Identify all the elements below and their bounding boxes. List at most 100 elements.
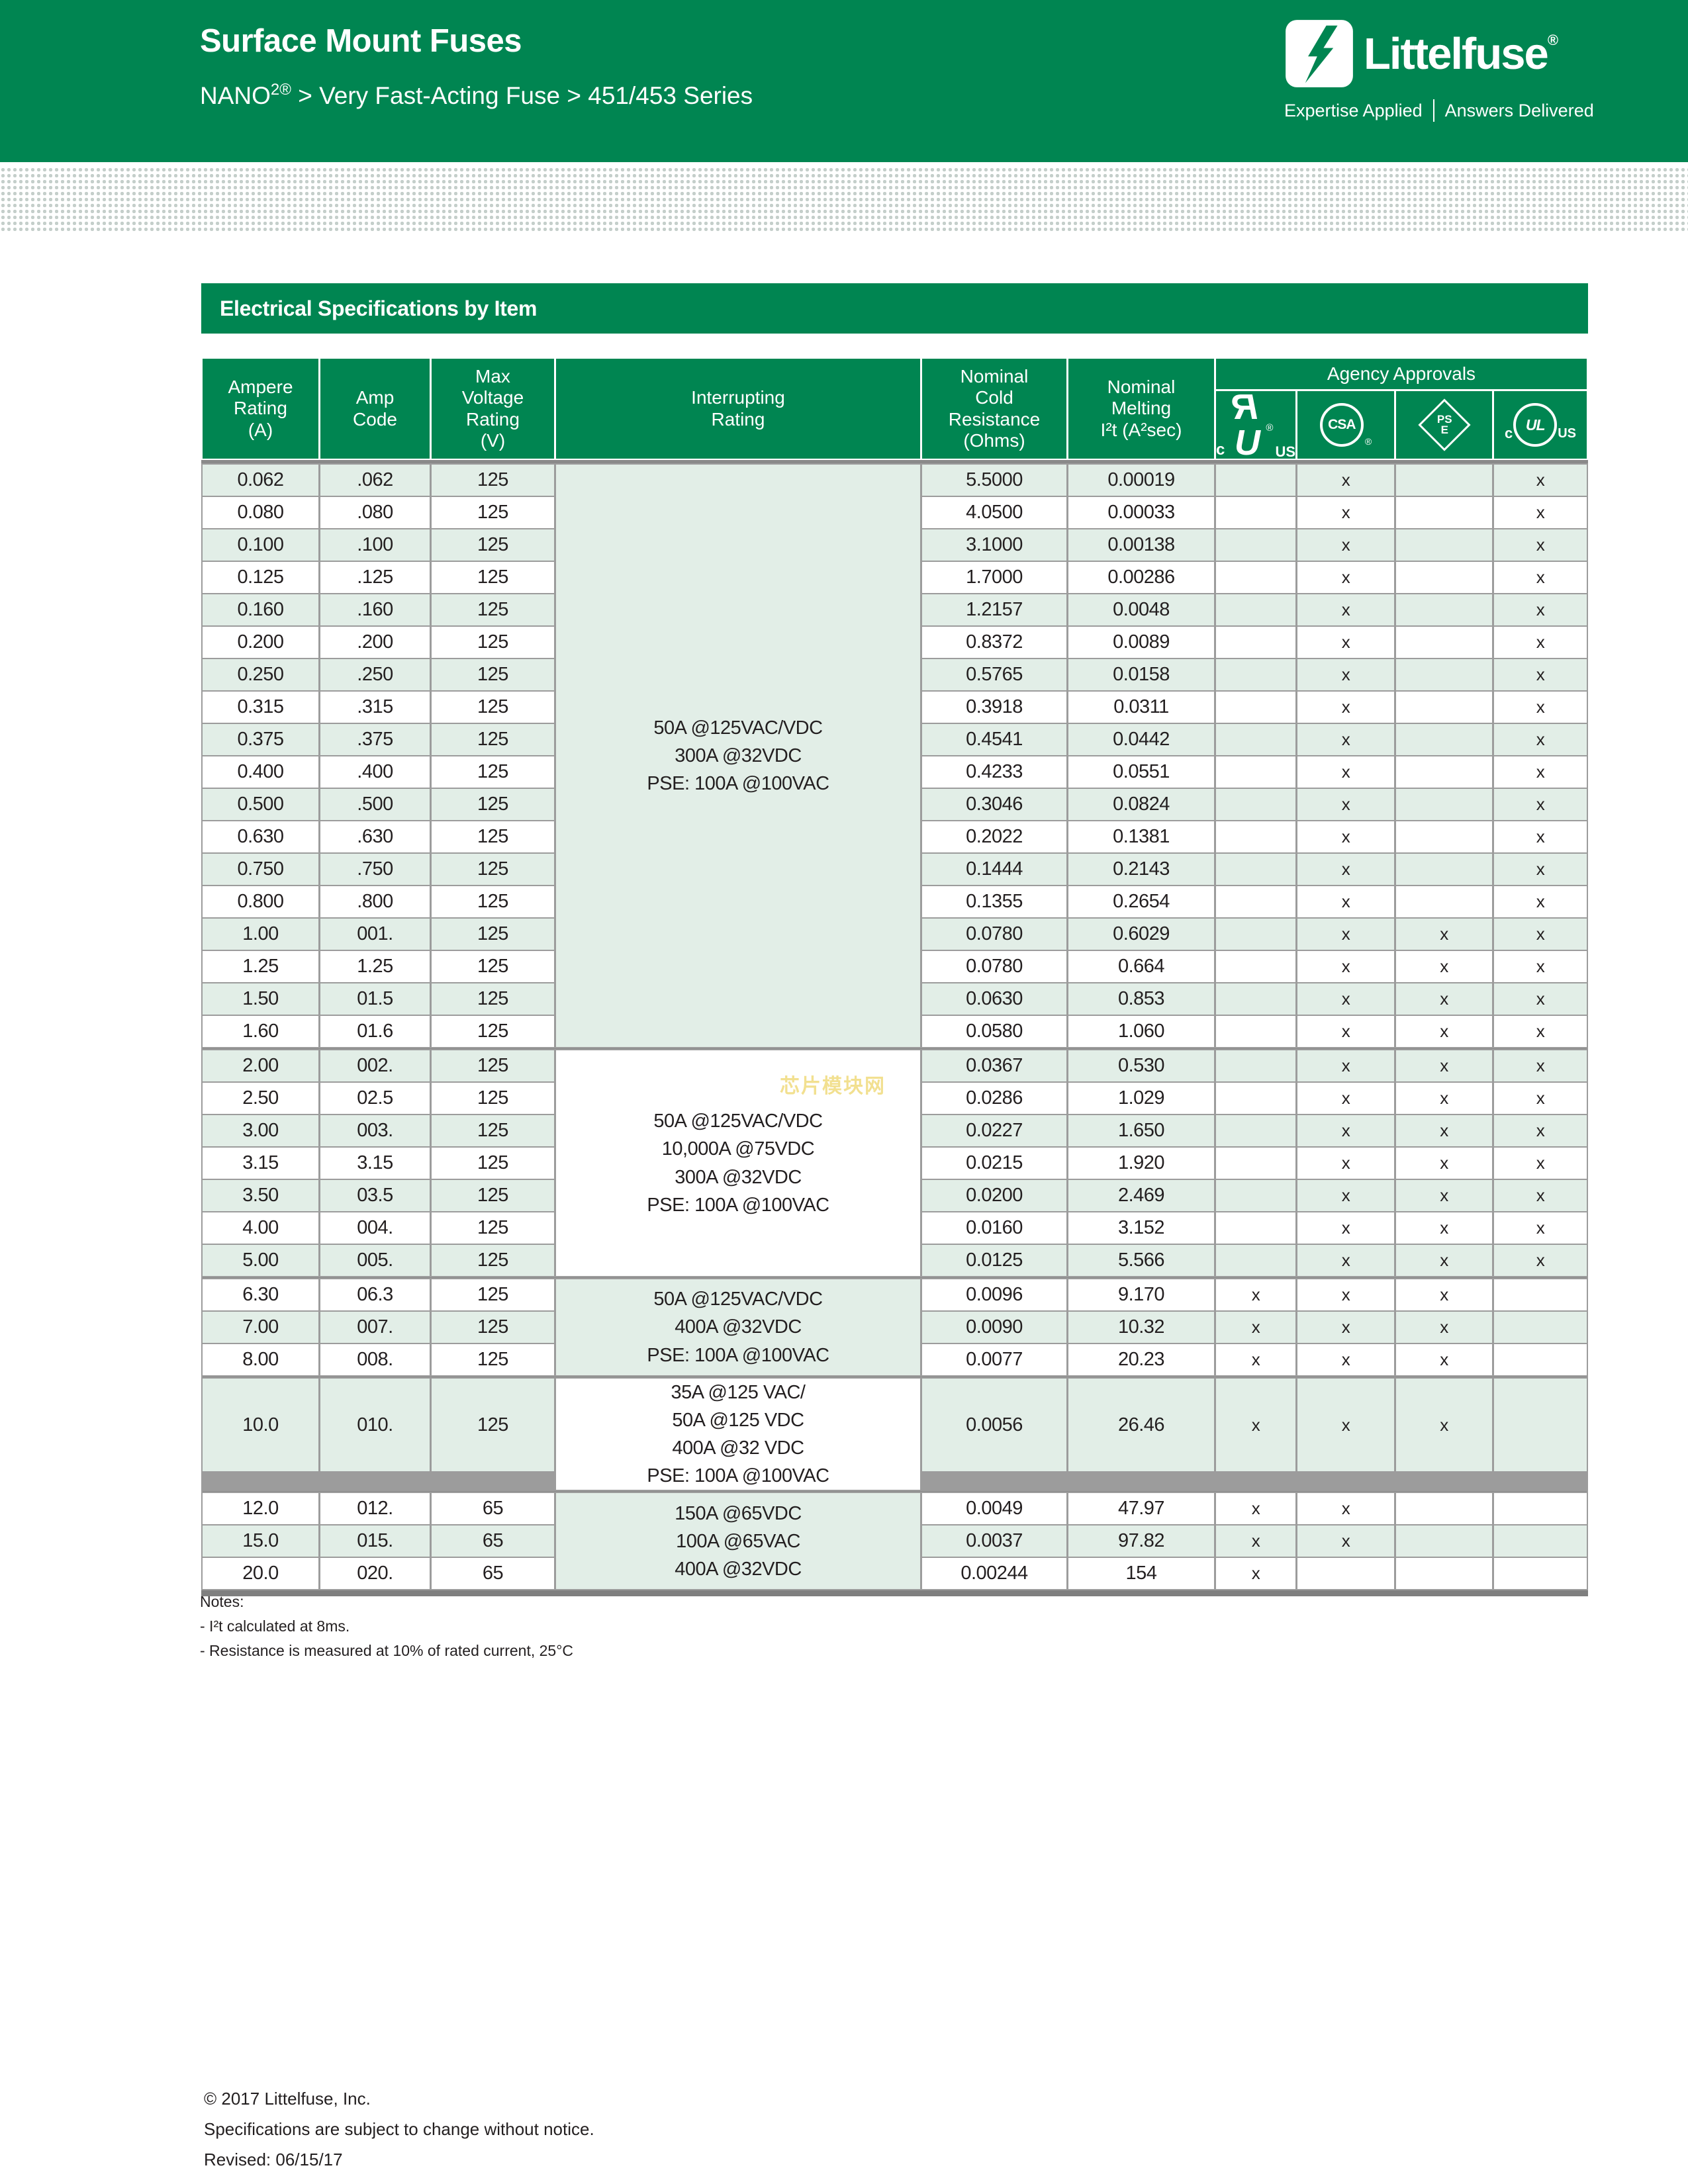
i2t-cell: 9.170 [1068,1279,1214,1310]
resistance-cell: 0.0125 [922,1245,1066,1276]
i2t-cell: 0.0824 [1068,789,1214,820]
approval-cell: x [1494,983,1587,1015]
resistance-cell: 1.7000 [922,562,1066,593]
i2t-cell: 0.00286 [1068,562,1214,593]
interrupting-cell: 50A @125VAC/VDC 300A @32VDC PSE: 100A @1… [556,465,920,1047]
ampere-cell: 0.100 [203,529,318,561]
i2t-cell: 0.664 [1068,951,1214,982]
approval-cell: x [1297,529,1394,561]
resistance-cell: 0.00244 [922,1558,1066,1590]
approval-cell [1396,756,1492,788]
i2t-cell: 3.152 [1068,1212,1214,1244]
approval-cell: x [1297,627,1394,658]
approval-cell: x [1396,1180,1492,1211]
resistance-cell: 0.0780 [922,919,1066,950]
ampere-cell: 0.375 [203,724,318,755]
approval-cell [1216,919,1295,950]
approval-cell [1396,529,1492,561]
tagline-left: Expertise Applied [1284,100,1423,120]
voltage-cell: 125 [432,1379,554,1471]
approval-cell: x [1494,659,1587,690]
approval-cell: x [1297,1212,1394,1244]
approval-cell: x [1396,1279,1492,1310]
ampere-cell: 1.60 [203,1016,318,1047]
approval-cell: x [1494,854,1587,885]
approval-cell [1216,497,1295,528]
approval-cell: x [1396,1344,1492,1375]
ampere-cell: 0.250 [203,659,318,690]
approval-cell [1494,1344,1587,1375]
approval-cell: x [1396,951,1492,982]
approval-cell [1396,659,1492,690]
approval-cell [1396,562,1492,593]
ru-reg-label: ® [1266,422,1274,433]
amp-code-cell: .800 [320,886,430,917]
approval-cell [1216,724,1295,755]
approval-cell: x [1297,789,1394,820]
amp-code-cell: .200 [320,627,430,658]
csa-label: CSA [1328,416,1356,432]
ru-us-label: US [1275,443,1295,460]
approval-cell [1216,1212,1295,1244]
approval-cell: x [1216,1493,1295,1525]
group-separator [203,1277,1587,1278]
interrupting-cell: 150A @65VDC 100A @65VAC 400A @32VDC [556,1493,920,1590]
approval-cell [1494,1279,1587,1310]
resistance-cell: 0.0227 [922,1115,1066,1146]
voltage-cell: 125 [432,983,554,1015]
approval-cell: x [1297,983,1394,1015]
approval-cell [1396,1558,1492,1590]
approval-cell: x [1297,1245,1394,1276]
cul-c-label: c [1504,424,1513,441]
resistance-cell: 0.3046 [922,789,1066,820]
approval-cell: x [1297,1279,1394,1310]
voltage-cell: 125 [432,1016,554,1047]
approval-cell: x [1297,594,1394,625]
i2t-cell: 20.23 [1068,1344,1214,1375]
i2t-cell: 1.920 [1068,1148,1214,1179]
approval-cell [1216,854,1295,885]
section-title: Electrical Specifications by Item [220,296,538,320]
voltage-cell: 125 [432,951,554,982]
resistance-cell: 0.0215 [922,1148,1066,1179]
ampere-cell: 0.750 [203,854,318,885]
approval-cell: x [1297,1148,1394,1179]
approval-cell [1396,465,1492,496]
approval-cell: x [1494,724,1587,755]
approval-cell: x [1297,756,1394,788]
approval-cell: x [1494,529,1587,561]
approval-cell: x [1396,1379,1492,1471]
approval-cell [1216,756,1295,788]
resistance-cell: 0.0367 [922,1050,1066,1081]
csa-reg-label: ® [1364,435,1372,447]
approval-cell [1216,627,1295,658]
interrupting-cell: 50A @125VAC/VDC 400A @32VDC PSE: 100A @1… [556,1279,920,1375]
resistance-cell: 0.2022 [922,821,1066,852]
ampere-cell: 0.800 [203,886,318,917]
resistance-cell: 5.5000 [922,465,1066,496]
littelfuse-logo: Littelfuse® Expertise Applied Answers De… [1284,19,1595,122]
amp-code-cell: .250 [320,659,430,690]
brand-tagline: Expertise Applied Answers Delivered [1284,99,1595,122]
header-band [0,0,1688,162]
ru-u-label: U [1234,423,1260,463]
ampere-cell: 5.00 [203,1245,318,1276]
i2t-cell: 0.2143 [1068,854,1214,885]
approval-cell [1216,465,1295,496]
i2t-cell: 47.97 [1068,1493,1214,1525]
approval-cell: x [1396,983,1492,1015]
approval-cell [1494,1558,1587,1590]
table-header: Ampere Rating (A) Amp Code Max Voltage R… [201,357,1588,463]
i2t-cell: 0.00033 [1068,497,1214,528]
i2t-cell: 0.0089 [1068,627,1214,658]
voltage-cell: 125 [432,497,554,528]
i2t-cell: 0.0551 [1068,756,1214,788]
ru-r-label: R [1234,387,1258,427]
amp-code-cell: 008. [320,1344,430,1375]
ampere-cell: 3.15 [203,1148,318,1179]
resistance-cell: 1.2157 [922,594,1066,625]
approval-cell [1297,1558,1394,1590]
ampere-cell: 0.400 [203,756,318,788]
i2t-cell: 154 [1068,1558,1214,1590]
approval-cell: x [1494,951,1587,982]
